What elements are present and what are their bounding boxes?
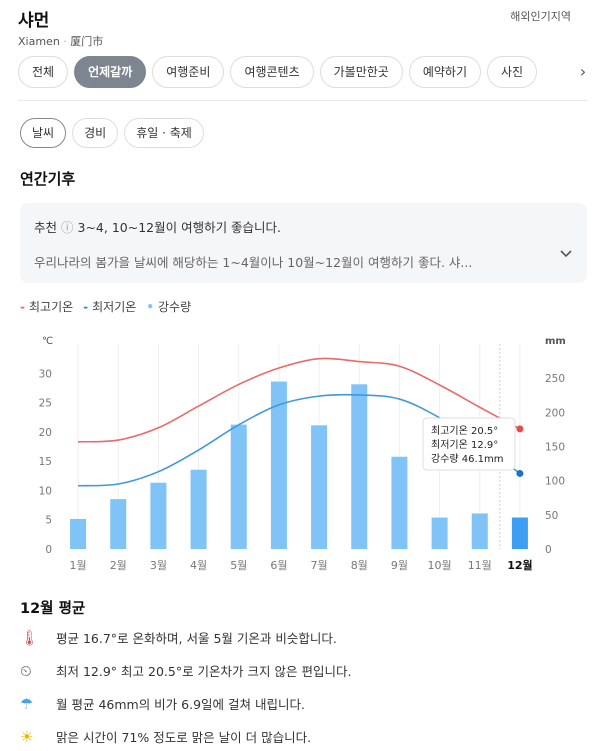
rain-bar (230, 424, 247, 549)
y-right-tick: 250 (545, 373, 565, 385)
fact-text: 맑은 시간이 71% 정도로 맑은 날이 더 많습니다. (56, 730, 312, 745)
tab-all[interactable]: 전체 (18, 56, 69, 88)
rain-bar (431, 517, 448, 549)
chart-legend: - 최고기온 - 최저기온 • 강수량 (20, 298, 197, 315)
rain-bar (511, 517, 528, 549)
tooltip-rain: 강수량 46.1mm (431, 453, 504, 465)
chart-tooltip (422, 417, 516, 471)
x-tick-label: 9월 (391, 559, 408, 572)
rain-bar (190, 469, 207, 549)
city-name-local: 厦门市 (70, 35, 104, 48)
recommendation-detail: 우리나라의 봄가을 날씨에 해당하는 1~4월이나 10월~12월이 여행하기 … (34, 255, 473, 270)
subtitle-separator: · (63, 35, 67, 48)
x-tick-label: 4월 (190, 559, 207, 572)
x-tick-label: 12월 (507, 558, 532, 572)
tab-booking[interactable]: 예약하기 (408, 56, 482, 88)
recommendation-line: 추천 ⓘ 3~4, 10~12월이 여행하기 좋습니다. (34, 217, 281, 236)
tab-content[interactable]: 여행콘텐츠 (230, 56, 314, 88)
tooltip-low: 최저기온 12.9° (431, 439, 498, 451)
rain-bar (150, 482, 167, 549)
y-left-tick: 10 (39, 485, 52, 497)
high-temp-line (77, 357, 521, 443)
low-temp-point (516, 469, 524, 477)
y-left-tick: 15 (39, 456, 52, 468)
y-right-tick: 50 (545, 510, 558, 522)
rain-bar (110, 499, 127, 549)
main-tabs: 전체 언제갈까 여행준비 여행콘텐츠 가볼만한곳 예약하기 사진 (18, 56, 538, 88)
x-tick-label: 6월 (270, 559, 287, 572)
y-left-tick: 0 (45, 544, 52, 556)
y-right-tick: 150 (545, 442, 565, 454)
right-axis-unit: mm (545, 336, 566, 347)
legend-high: - 최고기온 (20, 298, 73, 315)
rain-bar (471, 513, 488, 549)
section-title: 연간기후 (20, 170, 76, 188)
tabs-next-button[interactable]: › (561, 56, 605, 88)
climate-chart[interactable]: ℃ mm 0 5 10 15 20 25 30 0 50 100 150 200 250 1월 2월 3월 4월 5월… (0, 326, 605, 586)
legend-low: - 최저기온 (83, 298, 136, 315)
sub-tabs: 날씨 경비 휴일 · 축제 (20, 118, 204, 148)
fact-temp-range: ⏲ 최저 12.9° 최고 20.5°로 기온차가 크지 않은 편입니다. (20, 661, 351, 680)
recommendation-box[interactable]: 추천 ⓘ 3~4, 10~12월이 여행하기 좋습니다. 우리나라의 봄가을 날… (20, 203, 587, 283)
subtab-cost[interactable]: 경비 (72, 118, 119, 148)
x-tick-label: 2월 (110, 559, 127, 572)
city-subtitle: Xiamen · 厦门市 (18, 33, 103, 49)
info-icon[interactable]: ⓘ (61, 220, 74, 235)
x-tick-label: 11월 (468, 559, 492, 572)
fact-sunshine: ☀ 맑은 시간이 71% 정도로 맑은 날이 더 많습니다. (20, 727, 311, 746)
legend-rain-marker: • (146, 299, 154, 314)
fact-text: 월 평균 46mm의 비가 6.9일에 걸쳐 내립니다. (56, 697, 305, 712)
y-left-tick: 30 (39, 368, 52, 380)
clock-icon: ⏲ (20, 661, 32, 680)
rain-cloud-icon: ☂ (20, 694, 34, 713)
fact-text: 최저 12.9° 최고 20.5°로 기온차가 크지 않은 편입니다. (56, 664, 352, 679)
legend-rain-label: 강수량 (157, 300, 192, 314)
tooltip-high: 최고기온 20.5° (431, 425, 498, 437)
rain-bar (270, 381, 287, 549)
rain-bar (70, 518, 87, 549)
tab-places[interactable]: 가볼만한곳 (319, 56, 403, 88)
subtab-weather[interactable]: 날씨 (20, 118, 67, 148)
divider (18, 100, 587, 101)
left-axis-unit: ℃ (42, 336, 53, 347)
y-left-tick: 5 (45, 515, 52, 527)
x-tick-label: 1월 (70, 559, 87, 572)
rain-bar (351, 384, 368, 549)
fact-rain: ☂ 월 평균 46mm의 비가 6.9일에 걸쳐 내립니다. (20, 694, 305, 713)
subtab-holidays[interactable]: 휴일 · 축제 (124, 118, 204, 148)
x-tick-label: 5월 (230, 559, 247, 572)
average-title: 12월 평균 (20, 601, 86, 617)
y-left-tick: 20 (39, 427, 52, 439)
city-title: 샤먼 (18, 11, 50, 31)
recommendation-text: 3~4, 10~12월이 여행하기 좋습니다. (77, 220, 282, 235)
recommendation-label: 추천 (34, 220, 58, 235)
x-tick-label: 8월 (351, 559, 368, 572)
x-tick-label: 7월 (311, 559, 328, 572)
rain-bar (311, 425, 328, 549)
fact-text: 평균 16.7°로 온화하며, 서울 5월 기온과 비슷합니다. (56, 631, 337, 646)
tab-photos[interactable]: 사진 (487, 56, 538, 88)
high-temp-point (516, 425, 524, 433)
chevron-right-icon: › (579, 62, 587, 81)
city-name-en: Xiamen (18, 35, 60, 48)
tab-when-to-go[interactable]: 언제갈까 (74, 56, 147, 88)
y-right-tick: 200 (545, 407, 565, 419)
y-right-tick: 0 (545, 544, 552, 556)
x-tick-label: 10월 (428, 559, 452, 572)
rain-bar (391, 456, 408, 549)
fact-temperature: 🌡 평균 16.7°로 온화하며, 서울 5월 기온과 비슷합니다. (20, 628, 337, 647)
x-tick-label: 3월 (150, 559, 167, 572)
legend-high-marker: - (20, 299, 25, 314)
legend-rain: • 강수량 (146, 298, 191, 315)
y-right-tick: 100 (545, 476, 565, 488)
region-link[interactable]: 해외인기지역 (510, 10, 571, 23)
tab-prep[interactable]: 여행준비 (152, 56, 225, 88)
thermometer-icon: 🌡 (20, 628, 40, 647)
y-left-tick: 25 (39, 398, 52, 410)
sun-icon: ☀ (20, 727, 34, 746)
legend-high-label: 최고기온 (28, 300, 74, 314)
chevron-down-icon[interactable] (559, 247, 573, 263)
legend-low-label: 최저기온 (92, 300, 137, 314)
legend-low-marker: - (83, 299, 89, 314)
